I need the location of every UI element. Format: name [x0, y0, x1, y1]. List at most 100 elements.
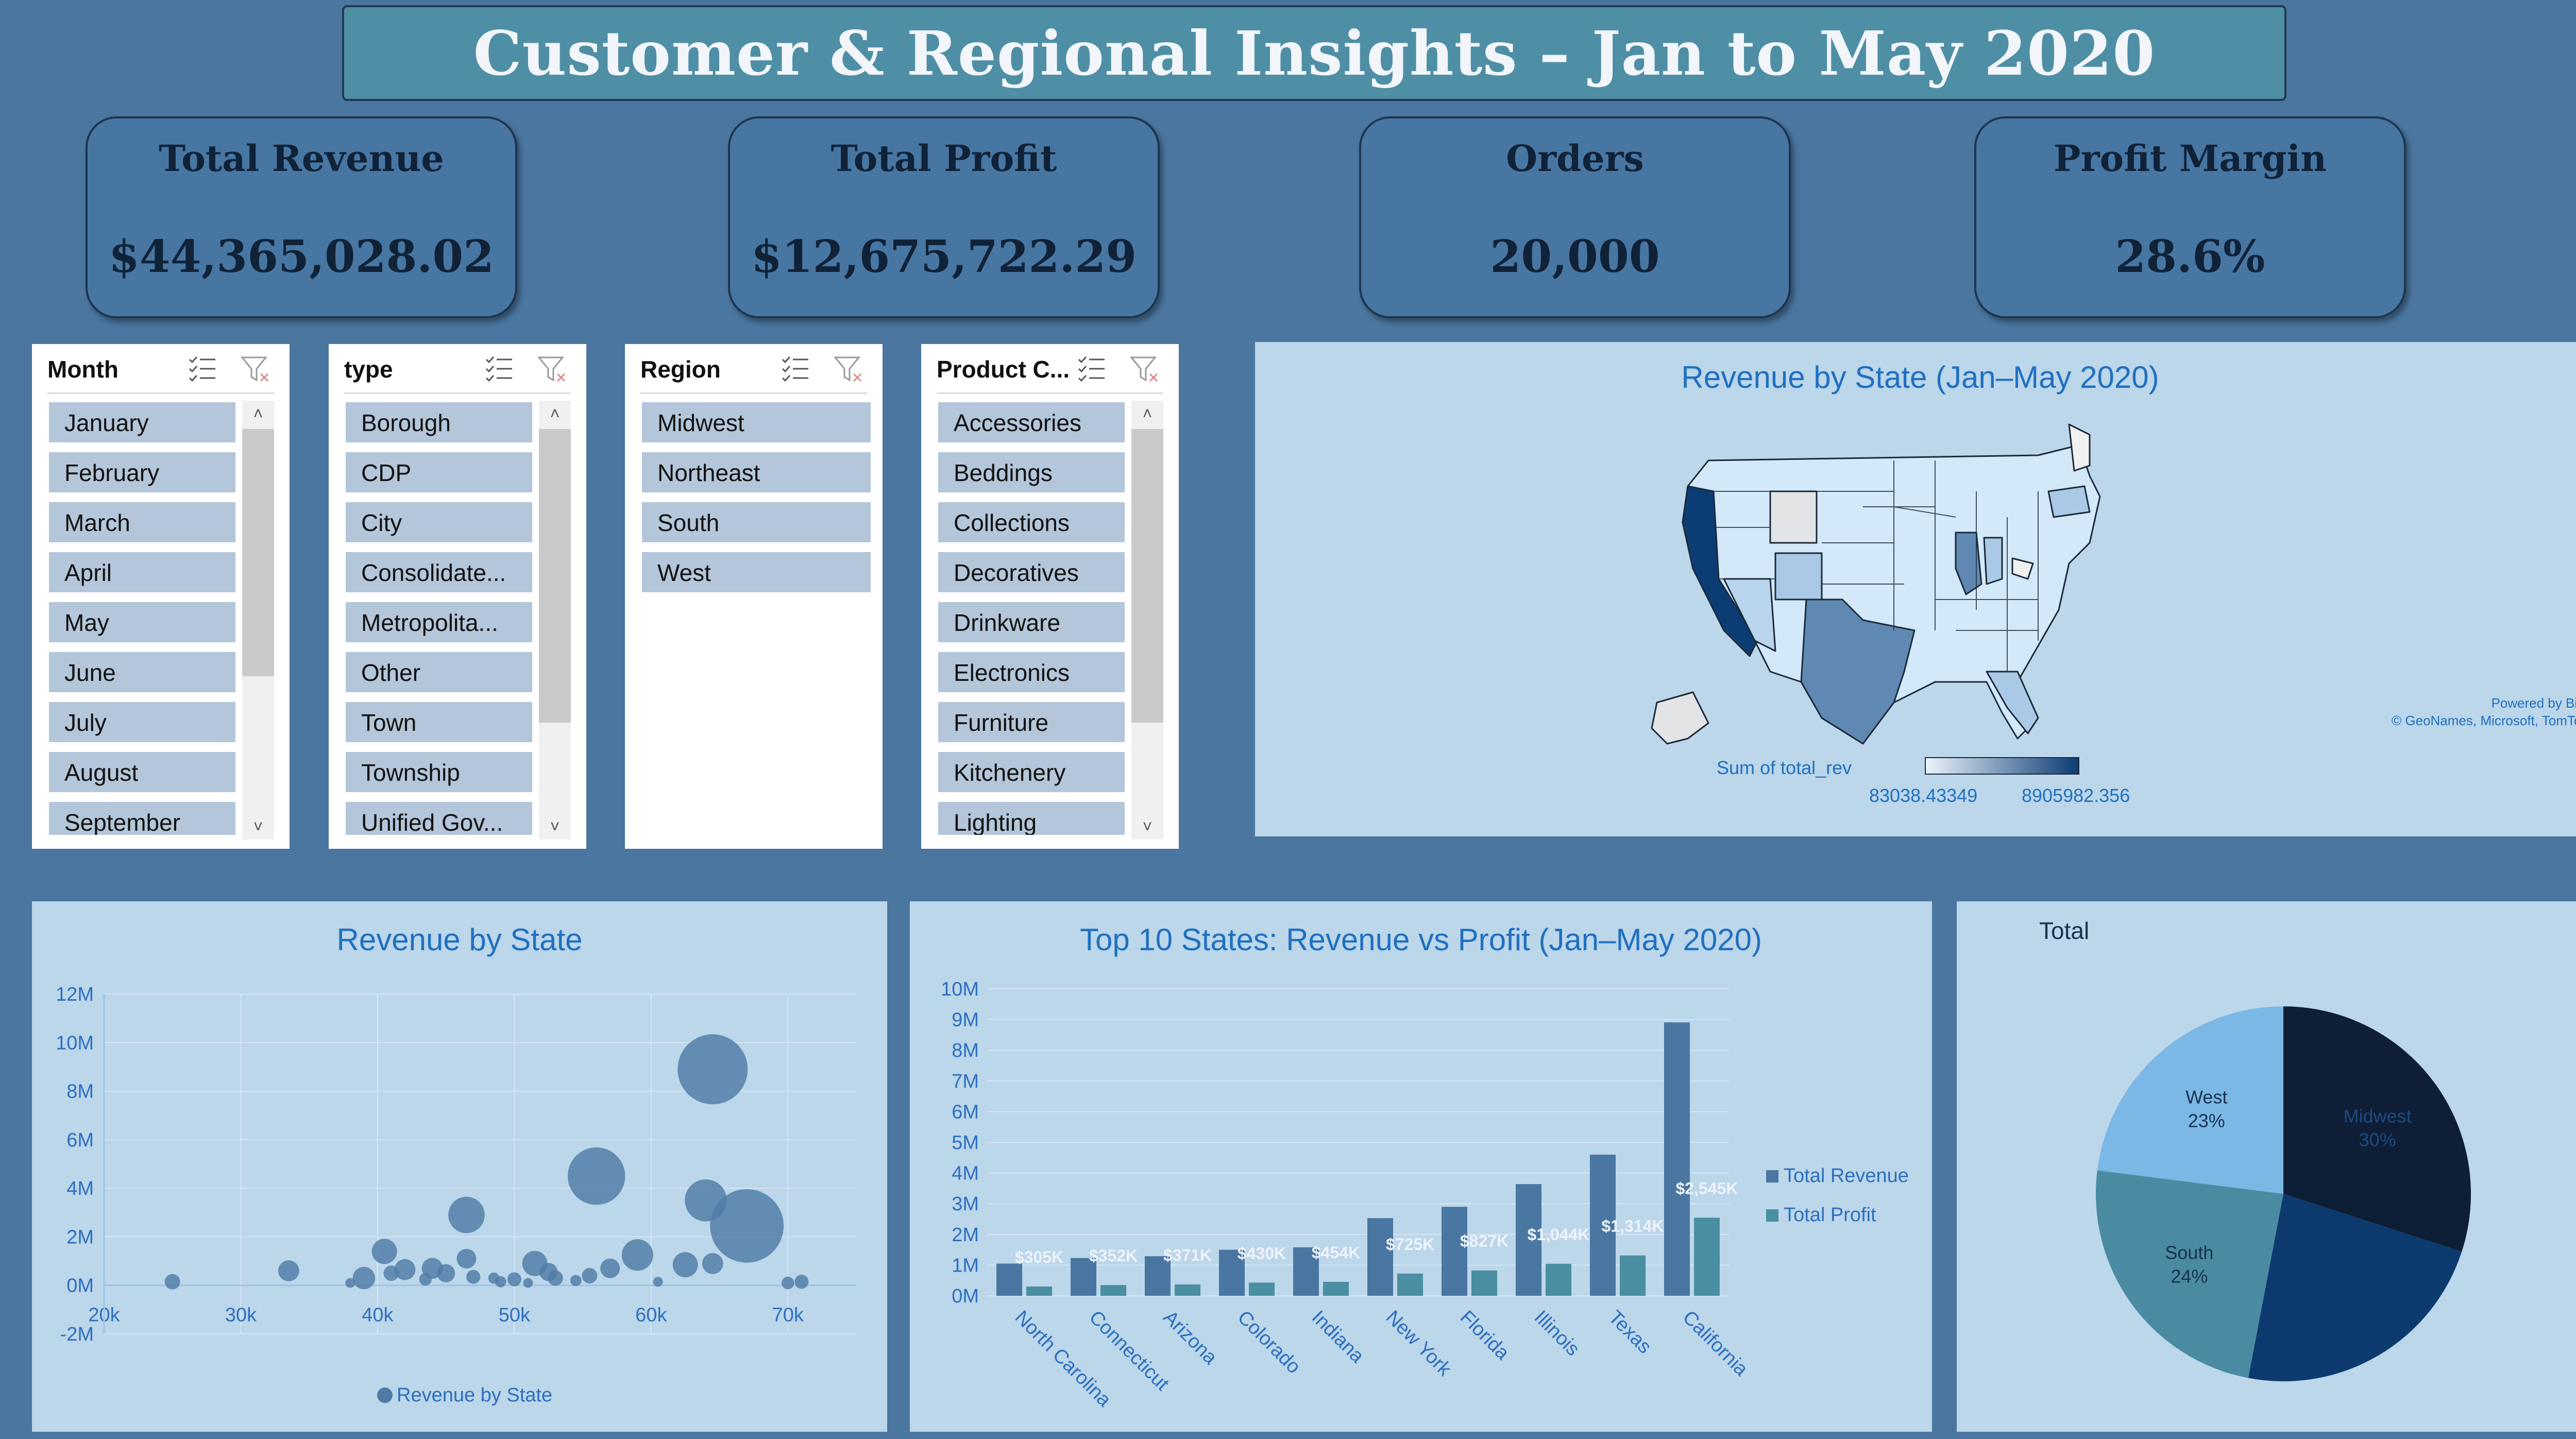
bar-profit[interactable] — [1546, 1263, 1571, 1296]
pie-slice-northeast[interactable] — [2248, 1194, 2462, 1381]
bubble-point[interactable] — [782, 1276, 794, 1290]
slicer-item-electronics[interactable]: Electronics — [937, 650, 1126, 694]
slicer-item-west[interactable]: West — [640, 551, 872, 594]
clear-filter-icon[interactable] — [537, 353, 568, 384]
bubble-point[interactable] — [570, 1275, 582, 1287]
slicer-item-collections[interactable]: Collections — [937, 501, 1126, 544]
bubble-point[interactable] — [685, 1179, 727, 1222]
bubble-point[interactable] — [600, 1258, 620, 1278]
state-new-york[interactable] — [2047, 485, 2091, 518]
slicer-item-kitchenery[interactable]: Kitchenery — [937, 750, 1126, 794]
us-map[interactable] — [1647, 414, 2172, 764]
slicer-item-township[interactable]: Township — [344, 750, 534, 794]
slicer-item-city[interactable]: City — [344, 501, 534, 544]
bar-revenue[interactable] — [1516, 1184, 1541, 1296]
slicer-item-august[interactable]: August — [47, 750, 237, 794]
slicer-item-september[interactable]: September — [47, 800, 237, 836]
bubble-point[interactable] — [702, 1253, 723, 1274]
multi-select-icon[interactable] — [1076, 353, 1107, 384]
top10-bar-chart-panel[interactable]: Top 10 States: Revenue vs Profit (Jan–Ma… — [910, 901, 1932, 1432]
slicer-item-march[interactable]: March — [47, 501, 237, 544]
slicer-scrollbar[interactable]: ˄ ˅ — [539, 401, 571, 840]
bubble-point[interactable] — [419, 1273, 432, 1286]
bubble-point[interactable] — [548, 1270, 563, 1286]
slicer-item-midwest[interactable]: Midwest — [640, 401, 872, 444]
bar-revenue[interactable] — [1293, 1247, 1319, 1296]
slicer-item-drinkware[interactable]: Drinkware — [937, 601, 1126, 644]
slicer-item-accessories[interactable]: Accessories — [937, 401, 1126, 444]
scroll-down-icon[interactable]: ˅ — [1142, 817, 1153, 836]
bubble-point[interactable] — [672, 1252, 698, 1278]
bubble-point[interactable] — [507, 1272, 521, 1287]
pie-slice-midwest[interactable] — [2283, 1006, 2471, 1252]
scroll-up-icon[interactable]: ˄ — [1142, 404, 1153, 423]
bar-profit[interactable] — [1175, 1284, 1200, 1296]
bar-profit[interactable] — [1694, 1218, 1720, 1296]
state-california[interactable] — [1682, 485, 1758, 657]
scroll-down-icon[interactable]: ˅ — [253, 817, 263, 836]
bar-profit[interactable] — [1249, 1282, 1275, 1296]
bar-revenue[interactable] — [996, 1263, 1022, 1296]
bubble-point[interactable] — [677, 1034, 748, 1105]
bar-profit[interactable] — [1471, 1270, 1497, 1296]
bar-revenue[interactable] — [1664, 1022, 1690, 1296]
scroll-down-icon[interactable]: ˅ — [550, 817, 560, 836]
bubble-point[interactable] — [345, 1278, 355, 1288]
clear-filter-icon[interactable] — [833, 353, 864, 384]
state-texas[interactable] — [1800, 598, 1916, 745]
bubble-point[interactable] — [466, 1270, 481, 1284]
bar-revenue[interactable] — [1219, 1249, 1245, 1296]
bar-profit[interactable] — [1397, 1273, 1423, 1296]
bubble-point[interactable] — [448, 1196, 485, 1234]
bar-revenue[interactable] — [1367, 1218, 1393, 1296]
slicer-item-lighting[interactable]: Lighting — [937, 800, 1126, 836]
state-alaska[interactable] — [1651, 691, 1709, 745]
slicer-item-metropolitan[interactable]: Metropolita... — [344, 601, 534, 644]
state-colorado[interactable] — [1774, 552, 1823, 601]
slicer-item-consolidated[interactable]: Consolidate... — [344, 551, 534, 594]
bubble-point[interactable] — [278, 1260, 299, 1281]
slicer-item-june[interactable]: June — [47, 650, 237, 694]
multi-select-icon[interactable] — [483, 353, 514, 384]
map-chart-panel[interactable]: Revenue by State (Jan–May 2020) Powered … — [1255, 342, 2576, 836]
multi-select-icon[interactable] — [187, 353, 217, 384]
slicer-item-cdp[interactable]: CDP — [344, 451, 534, 494]
clear-filter-icon[interactable] — [240, 353, 271, 384]
scroll-thumb[interactable] — [539, 429, 571, 723]
slicer-item-february[interactable]: February — [47, 451, 237, 494]
bubble-point[interactable] — [488, 1272, 500, 1284]
scroll-up-icon[interactable]: ˄ — [253, 404, 263, 423]
scroll-up-icon[interactable]: ˄ — [550, 404, 560, 423]
state-illinois[interactable] — [1955, 532, 1982, 595]
pie-slice-south[interactable] — [2096, 1170, 2283, 1378]
multi-select-icon[interactable] — [779, 353, 810, 384]
state-west-virginia[interactable] — [2011, 557, 2034, 580]
bubble-point[interactable] — [456, 1248, 477, 1269]
state-maine[interactable] — [2068, 423, 2091, 472]
slicer-item-northeast[interactable]: Northeast — [640, 451, 872, 494]
state-indiana[interactable] — [1983, 537, 2003, 585]
bubble-point[interactable] — [794, 1275, 809, 1289]
bar-profit[interactable] — [1620, 1255, 1646, 1296]
bar-profit[interactable] — [1323, 1281, 1349, 1296]
bar-revenue[interactable] — [1442, 1207, 1467, 1296]
slicer-item-may[interactable]: May — [47, 601, 237, 644]
bar-revenue[interactable] — [1590, 1154, 1616, 1296]
state-wyoming[interactable] — [1769, 490, 1818, 544]
bubble-point[interactable] — [436, 1264, 455, 1282]
bar-profit[interactable] — [1026, 1286, 1052, 1296]
bubble-point[interactable] — [582, 1267, 598, 1283]
slicer-item-furniture[interactable]: Furniture — [937, 700, 1126, 744]
bubble-point[interactable] — [523, 1278, 533, 1288]
bubble-point[interactable] — [394, 1259, 416, 1280]
bubble-point[interactable] — [710, 1189, 784, 1263]
state-florida[interactable] — [1986, 671, 2039, 734]
bubble-point[interactable] — [653, 1277, 663, 1287]
bar-revenue[interactable] — [1071, 1258, 1096, 1296]
slicer-item-beddings[interactable]: Beddings — [937, 451, 1126, 494]
slicer-item-town[interactable]: Town — [344, 700, 534, 744]
bubble-point[interactable] — [164, 1274, 180, 1290]
